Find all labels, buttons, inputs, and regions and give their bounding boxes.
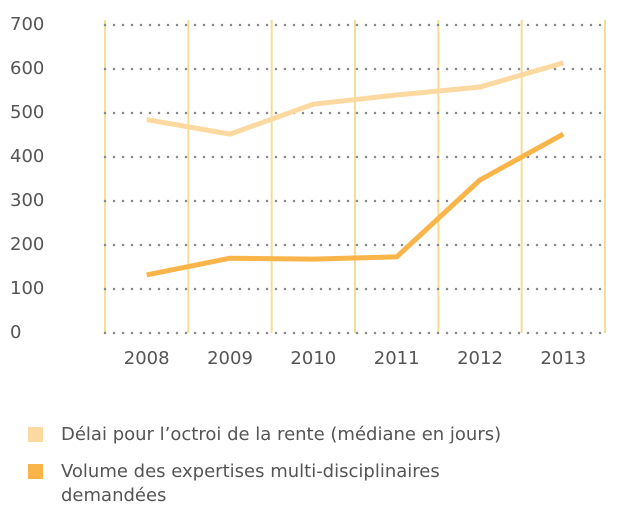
legend-item: Volume des expertises multi-disciplinair… — [28, 460, 568, 508]
x-tick-label: 2008 — [124, 348, 170, 369]
x-tick-label: 2012 — [457, 348, 503, 369]
legend-swatch — [28, 464, 43, 479]
x-tick-label: 2010 — [290, 348, 336, 369]
legend-label: Volume des expertises multi-disciplinair… — [61, 461, 440, 506]
legend-swatch — [28, 427, 43, 442]
legend-label: Délai pour l’octroi de la rente (médiane… — [61, 424, 502, 445]
y-tick-label: 500 — [10, 102, 44, 123]
y-tick-label: 600 — [10, 58, 44, 79]
y-tick-label: 700 — [10, 14, 44, 35]
y-tick-label: 300 — [10, 190, 44, 211]
chart: 0 100 200 300 400 500 600 700 2008 2009 2010 2011 20… — [10, 14, 607, 369]
x-tick-label: 2009 — [207, 348, 253, 369]
y-tick-label: 0 — [10, 322, 21, 343]
y-tick-label: 200 — [10, 234, 44, 255]
y-tick-label: 400 — [10, 146, 44, 167]
y-tick-label: 100 — [10, 278, 44, 299]
line-series — [146, 60, 565, 137]
legend-item: Délai pour l’octroi de la rente (médiane… — [28, 423, 568, 447]
x-tick-label: 2013 — [540, 348, 586, 369]
line-series — [146, 131, 565, 278]
x-tick-label: 2011 — [374, 348, 420, 369]
